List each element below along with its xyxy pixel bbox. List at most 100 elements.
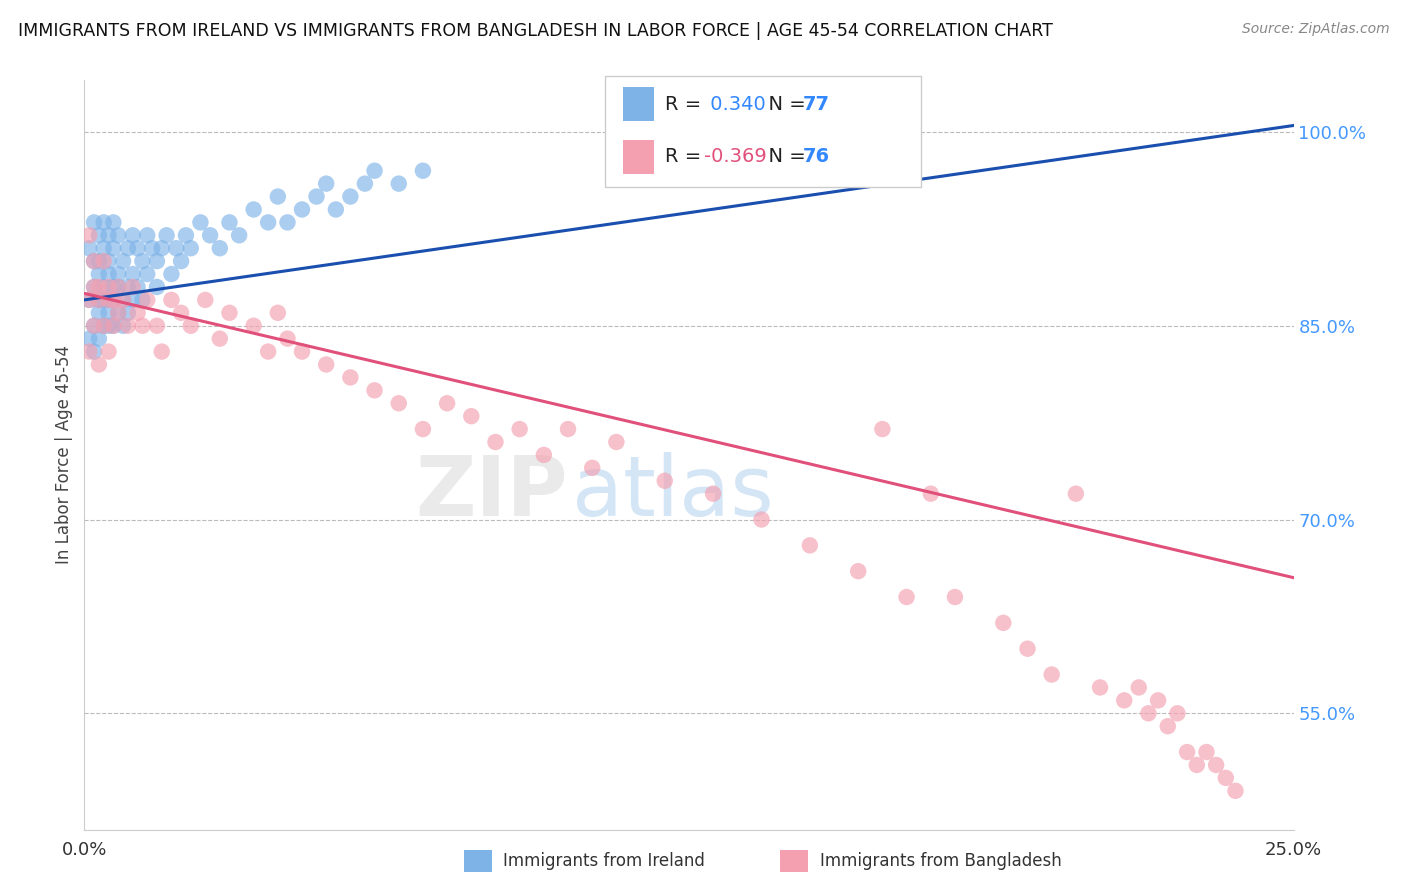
- Point: [83, 344, 105, 359]
- Point: [103, 318, 125, 333]
- Point: [412, 422, 434, 436]
- Point: [150, 241, 173, 255]
- Point: [136, 267, 159, 281]
- Text: Source: ZipAtlas.com: Source: ZipAtlas.com: [1241, 22, 1389, 37]
- Point: [799, 538, 821, 552]
- Point: [267, 306, 290, 320]
- Point: [103, 318, 125, 333]
- Point: [751, 512, 773, 526]
- Point: [146, 318, 169, 333]
- Point: [146, 254, 169, 268]
- Point: [180, 318, 202, 333]
- Point: [363, 163, 385, 178]
- Point: [146, 280, 169, 294]
- Point: [93, 318, 115, 333]
- Point: [87, 293, 110, 307]
- Point: [121, 267, 143, 281]
- Point: [993, 615, 1015, 630]
- Point: [267, 189, 290, 203]
- Point: [1128, 681, 1150, 695]
- Point: [127, 306, 149, 320]
- Point: [339, 189, 361, 203]
- Point: [363, 384, 385, 398]
- Point: [103, 280, 125, 294]
- Point: [208, 241, 231, 255]
- Point: [87, 332, 110, 346]
- Point: [112, 293, 135, 307]
- Point: [93, 254, 115, 268]
- Point: [83, 280, 105, 294]
- Point: [1088, 681, 1111, 695]
- Point: [155, 228, 177, 243]
- Text: R =: R =: [665, 95, 707, 114]
- Point: [257, 344, 280, 359]
- Point: [1064, 486, 1087, 500]
- Point: [83, 254, 105, 268]
- Point: [325, 202, 347, 217]
- Point: [218, 215, 240, 229]
- Point: [87, 254, 110, 268]
- Text: R =: R =: [665, 147, 707, 167]
- Point: [107, 280, 129, 294]
- Point: [87, 280, 110, 294]
- Point: [1175, 745, 1198, 759]
- Text: 76: 76: [803, 147, 830, 167]
- Point: [83, 318, 105, 333]
- Point: [412, 163, 434, 178]
- Point: [581, 460, 603, 475]
- Point: [127, 241, 149, 255]
- Point: [896, 590, 918, 604]
- Point: [208, 332, 231, 346]
- Point: [77, 293, 100, 307]
- Point: [127, 280, 149, 294]
- Point: [121, 228, 143, 243]
- Text: IMMIGRANTS FROM IRELAND VS IMMIGRANTS FROM BANGLADESH IN LABOR FORCE | AGE 45-54: IMMIGRANTS FROM IRELAND VS IMMIGRANTS FR…: [18, 22, 1053, 40]
- Point: [557, 422, 579, 436]
- Point: [198, 228, 221, 243]
- Point: [228, 228, 250, 243]
- Text: ZIP: ZIP: [416, 452, 568, 533]
- Point: [97, 293, 120, 307]
- Point: [257, 215, 280, 229]
- Point: [97, 228, 120, 243]
- Point: [97, 254, 120, 268]
- Point: [150, 344, 173, 359]
- Point: [87, 358, 110, 372]
- Point: [131, 293, 153, 307]
- Point: [1215, 771, 1237, 785]
- Point: [242, 202, 264, 217]
- Point: [291, 344, 314, 359]
- Point: [276, 332, 298, 346]
- Point: [112, 254, 135, 268]
- Point: [121, 280, 143, 294]
- Text: -0.369: -0.369: [704, 147, 768, 167]
- Point: [83, 254, 105, 268]
- Point: [190, 215, 212, 229]
- Point: [388, 177, 411, 191]
- Point: [388, 396, 411, 410]
- Point: [920, 486, 942, 500]
- Point: [242, 318, 264, 333]
- Point: [846, 564, 869, 578]
- Point: [276, 215, 298, 229]
- Point: [339, 370, 361, 384]
- Point: [77, 241, 100, 255]
- Point: [103, 293, 125, 307]
- Point: [1137, 706, 1160, 721]
- Point: [160, 267, 183, 281]
- Point: [117, 241, 139, 255]
- Point: [291, 202, 314, 217]
- Point: [1205, 758, 1227, 772]
- Point: [533, 448, 555, 462]
- Point: [117, 280, 139, 294]
- Text: 77: 77: [803, 95, 830, 114]
- Text: atlas: atlas: [572, 452, 773, 533]
- Point: [174, 228, 197, 243]
- Point: [83, 280, 105, 294]
- Text: Immigrants from Bangladesh: Immigrants from Bangladesh: [820, 852, 1062, 871]
- Point: [77, 344, 100, 359]
- Point: [136, 228, 159, 243]
- Point: [141, 241, 163, 255]
- Point: [170, 254, 193, 268]
- Point: [93, 280, 115, 294]
